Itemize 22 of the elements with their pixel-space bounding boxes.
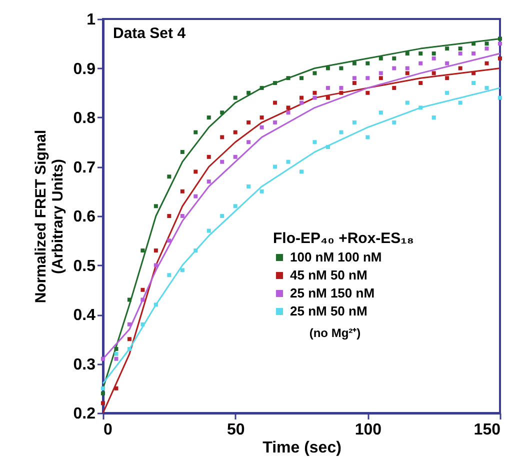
y-tick-label: 1	[86, 12, 96, 28]
y-tick-label: 0.4	[73, 307, 96, 324]
x-tick-label: 0	[104, 422, 112, 438]
legend-label: 45 nM 50 nM	[290, 268, 368, 282]
legend-title: Flo-EP₄₀ +Rox-ES₁₈	[273, 230, 414, 247]
annotation: (no Mg²⁺)	[309, 326, 361, 340]
y-tick-label: 0.7	[73, 159, 96, 176]
y-axis-title: Normalized FRET Signal (Arbitrary Units)	[32, 130, 66, 304]
y-tick-label: 0.2	[73, 406, 96, 422]
x-axis-title: Time (sec)	[262, 440, 342, 456]
annotation: Data Set 4	[113, 25, 186, 42]
x-tick-label: 50	[226, 422, 245, 438]
legend-label: 100 nM 100 nM	[290, 250, 382, 264]
y-tick-label: 0.9	[73, 60, 96, 78]
x-tick-label: 100	[354, 422, 382, 438]
legend-label: 25 nM 50 nM	[290, 304, 368, 318]
x-tick-label: 150	[474, 422, 501, 438]
legend-label: 25 nM 150 nM	[290, 286, 375, 300]
y-tick-label: 0.8	[73, 110, 96, 127]
y-tick-label: 0.3	[73, 356, 96, 374]
y-tick-label: 0.6	[73, 208, 96, 226]
y-tick-label: 0.5	[73, 258, 96, 275]
